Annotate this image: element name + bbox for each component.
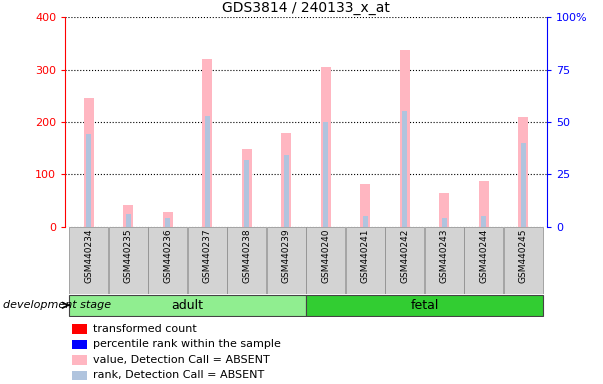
Bar xyxy=(464,227,503,294)
Bar xyxy=(72,324,87,334)
Text: rank, Detection Call = ABSENT: rank, Detection Call = ABSENT xyxy=(93,370,265,380)
Bar xyxy=(346,227,385,294)
Bar xyxy=(109,227,148,294)
Bar xyxy=(400,50,409,227)
Bar xyxy=(86,134,91,227)
Bar xyxy=(442,218,447,227)
Text: GSM440236: GSM440236 xyxy=(163,228,172,283)
Bar xyxy=(72,355,87,364)
Bar xyxy=(521,143,526,227)
Text: GSM440237: GSM440237 xyxy=(203,228,212,283)
Bar xyxy=(284,156,289,227)
Bar xyxy=(69,295,306,316)
Bar xyxy=(479,180,488,227)
Bar xyxy=(267,227,306,294)
Text: GSM440245: GSM440245 xyxy=(519,228,528,283)
Bar xyxy=(205,116,210,227)
Bar xyxy=(440,192,449,227)
Text: percentile rank within the sample: percentile rank within the sample xyxy=(93,339,282,349)
Text: GSM440234: GSM440234 xyxy=(84,228,93,283)
Text: GSM440244: GSM440244 xyxy=(479,228,488,283)
Bar xyxy=(84,98,93,227)
Text: development stage: development stage xyxy=(3,300,111,310)
Text: GSM440238: GSM440238 xyxy=(242,228,251,283)
Text: fetal: fetal xyxy=(410,299,439,312)
Bar xyxy=(124,205,133,227)
Bar xyxy=(163,212,172,227)
Bar xyxy=(165,218,170,227)
Text: adult: adult xyxy=(171,299,204,312)
Text: GSM440235: GSM440235 xyxy=(124,228,133,283)
Title: GDS3814 / 240133_x_at: GDS3814 / 240133_x_at xyxy=(222,1,390,15)
Text: transformed count: transformed count xyxy=(93,324,197,334)
Bar xyxy=(385,227,424,294)
Text: GSM440241: GSM440241 xyxy=(361,228,370,283)
Bar xyxy=(72,371,87,380)
Bar xyxy=(242,149,251,227)
Bar xyxy=(425,227,464,294)
Text: GSM440242: GSM440242 xyxy=(400,228,409,283)
Text: GSM440240: GSM440240 xyxy=(321,228,330,283)
Bar xyxy=(126,214,131,227)
Bar xyxy=(361,184,370,227)
Bar xyxy=(504,227,543,294)
Bar xyxy=(203,59,212,227)
Text: GSM440243: GSM440243 xyxy=(440,228,449,283)
Bar xyxy=(323,122,328,227)
Bar xyxy=(363,216,368,227)
Bar xyxy=(306,295,543,316)
Bar xyxy=(306,227,345,294)
Bar xyxy=(148,227,187,294)
Bar xyxy=(72,340,87,349)
Bar xyxy=(282,133,291,227)
Text: value, Detection Call = ABSENT: value, Detection Call = ABSENT xyxy=(93,355,270,365)
Bar xyxy=(481,216,486,227)
Bar xyxy=(321,67,330,227)
Bar xyxy=(402,111,407,227)
Bar xyxy=(69,227,108,294)
Bar xyxy=(188,227,227,294)
Bar xyxy=(227,227,266,294)
Bar xyxy=(519,117,528,227)
Text: GSM440239: GSM440239 xyxy=(282,228,291,283)
Bar xyxy=(244,160,249,227)
